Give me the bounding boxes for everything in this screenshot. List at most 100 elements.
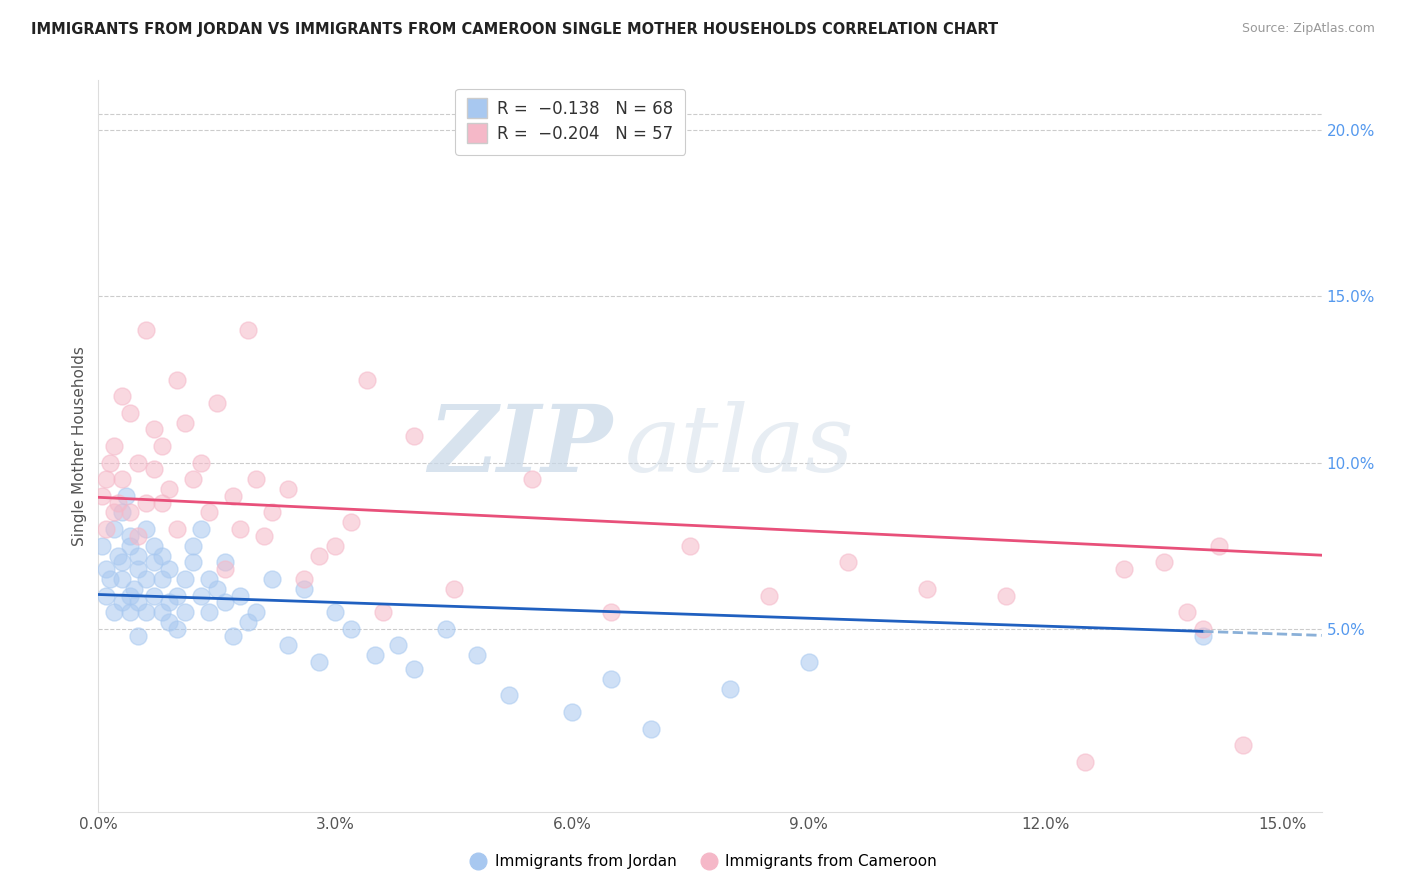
Point [371, 605, 394, 619]
Point [127, 628, 149, 642]
Point [174, 572, 197, 586]
Point [277, 482, 299, 496]
Point [238, 615, 260, 630]
Point [103, 439, 125, 453]
Point [150, 549, 173, 563]
Point [205, 582, 228, 596]
Point [245, 472, 267, 486]
Point [111, 555, 134, 569]
Point [198, 605, 221, 619]
Point [166, 622, 188, 636]
Point [190, 522, 212, 536]
Point [159, 562, 181, 576]
Point [679, 539, 702, 553]
Point [142, 539, 165, 553]
Point [127, 595, 149, 609]
Point [1208, 539, 1230, 553]
Point [150, 605, 173, 619]
Point [323, 605, 346, 619]
Point [522, 472, 544, 486]
Point [166, 522, 188, 536]
Point [127, 529, 149, 543]
Point [127, 562, 149, 576]
Point [111, 506, 134, 520]
Point [159, 615, 181, 630]
Point [127, 549, 149, 563]
Point [159, 482, 181, 496]
Point [135, 323, 157, 337]
Point [640, 722, 662, 736]
Text: Source: ZipAtlas.com: Source: ZipAtlas.com [1241, 22, 1375, 36]
Point [797, 655, 820, 669]
Point [404, 662, 426, 676]
Point [181, 555, 204, 569]
Point [221, 628, 243, 642]
Point [103, 506, 125, 520]
Point [111, 472, 134, 486]
Point [98, 456, 121, 470]
Point [387, 639, 409, 653]
Point [111, 572, 134, 586]
Point [174, 416, 197, 430]
Point [107, 495, 129, 509]
Point [245, 605, 267, 619]
Point [142, 555, 165, 569]
Point [1074, 755, 1097, 769]
Point [308, 549, 330, 563]
Point [260, 506, 283, 520]
Point [214, 595, 236, 609]
Point [205, 396, 228, 410]
Point [135, 522, 157, 536]
Point [96, 472, 118, 486]
Point [103, 522, 125, 536]
Point [323, 539, 346, 553]
Point [758, 589, 780, 603]
Point [118, 506, 141, 520]
Point [1114, 562, 1136, 576]
Point [837, 555, 859, 569]
Point [1177, 605, 1199, 619]
Point [96, 589, 118, 603]
Point [150, 572, 173, 586]
Point [277, 639, 299, 653]
Point [91, 539, 114, 553]
Point [253, 529, 276, 543]
Point [561, 705, 583, 719]
Point [142, 462, 165, 476]
Point [465, 648, 488, 663]
Point [221, 489, 243, 503]
Point [96, 522, 118, 536]
Text: ZIP: ZIP [427, 401, 612, 491]
Point [1232, 738, 1254, 752]
Point [340, 622, 363, 636]
Point [229, 522, 252, 536]
Point [190, 589, 212, 603]
Point [118, 406, 141, 420]
Point [127, 456, 149, 470]
Legend: Immigrants from Jordan, Immigrants from Cameroon: Immigrants from Jordan, Immigrants from … [463, 848, 943, 875]
Point [111, 389, 134, 403]
Point [198, 572, 221, 586]
Point [356, 372, 378, 386]
Point [142, 589, 165, 603]
Point [122, 582, 145, 596]
Legend: R =  −0.138   N = 68, R =  −0.204   N = 57: R = −0.138 N = 68, R = −0.204 N = 57 [456, 88, 685, 154]
Point [214, 562, 236, 576]
Point [96, 562, 118, 576]
Point [103, 605, 125, 619]
Point [135, 605, 157, 619]
Point [214, 555, 236, 569]
Point [118, 605, 141, 619]
Point [340, 516, 363, 530]
Point [91, 489, 114, 503]
Point [190, 456, 212, 470]
Point [150, 439, 173, 453]
Point [166, 372, 188, 386]
Point [135, 572, 157, 586]
Point [363, 648, 385, 663]
Point [118, 539, 141, 553]
Text: atlas: atlas [624, 401, 853, 491]
Y-axis label: Single Mother Households: Single Mother Households [72, 346, 87, 546]
Point [600, 672, 623, 686]
Point [308, 655, 330, 669]
